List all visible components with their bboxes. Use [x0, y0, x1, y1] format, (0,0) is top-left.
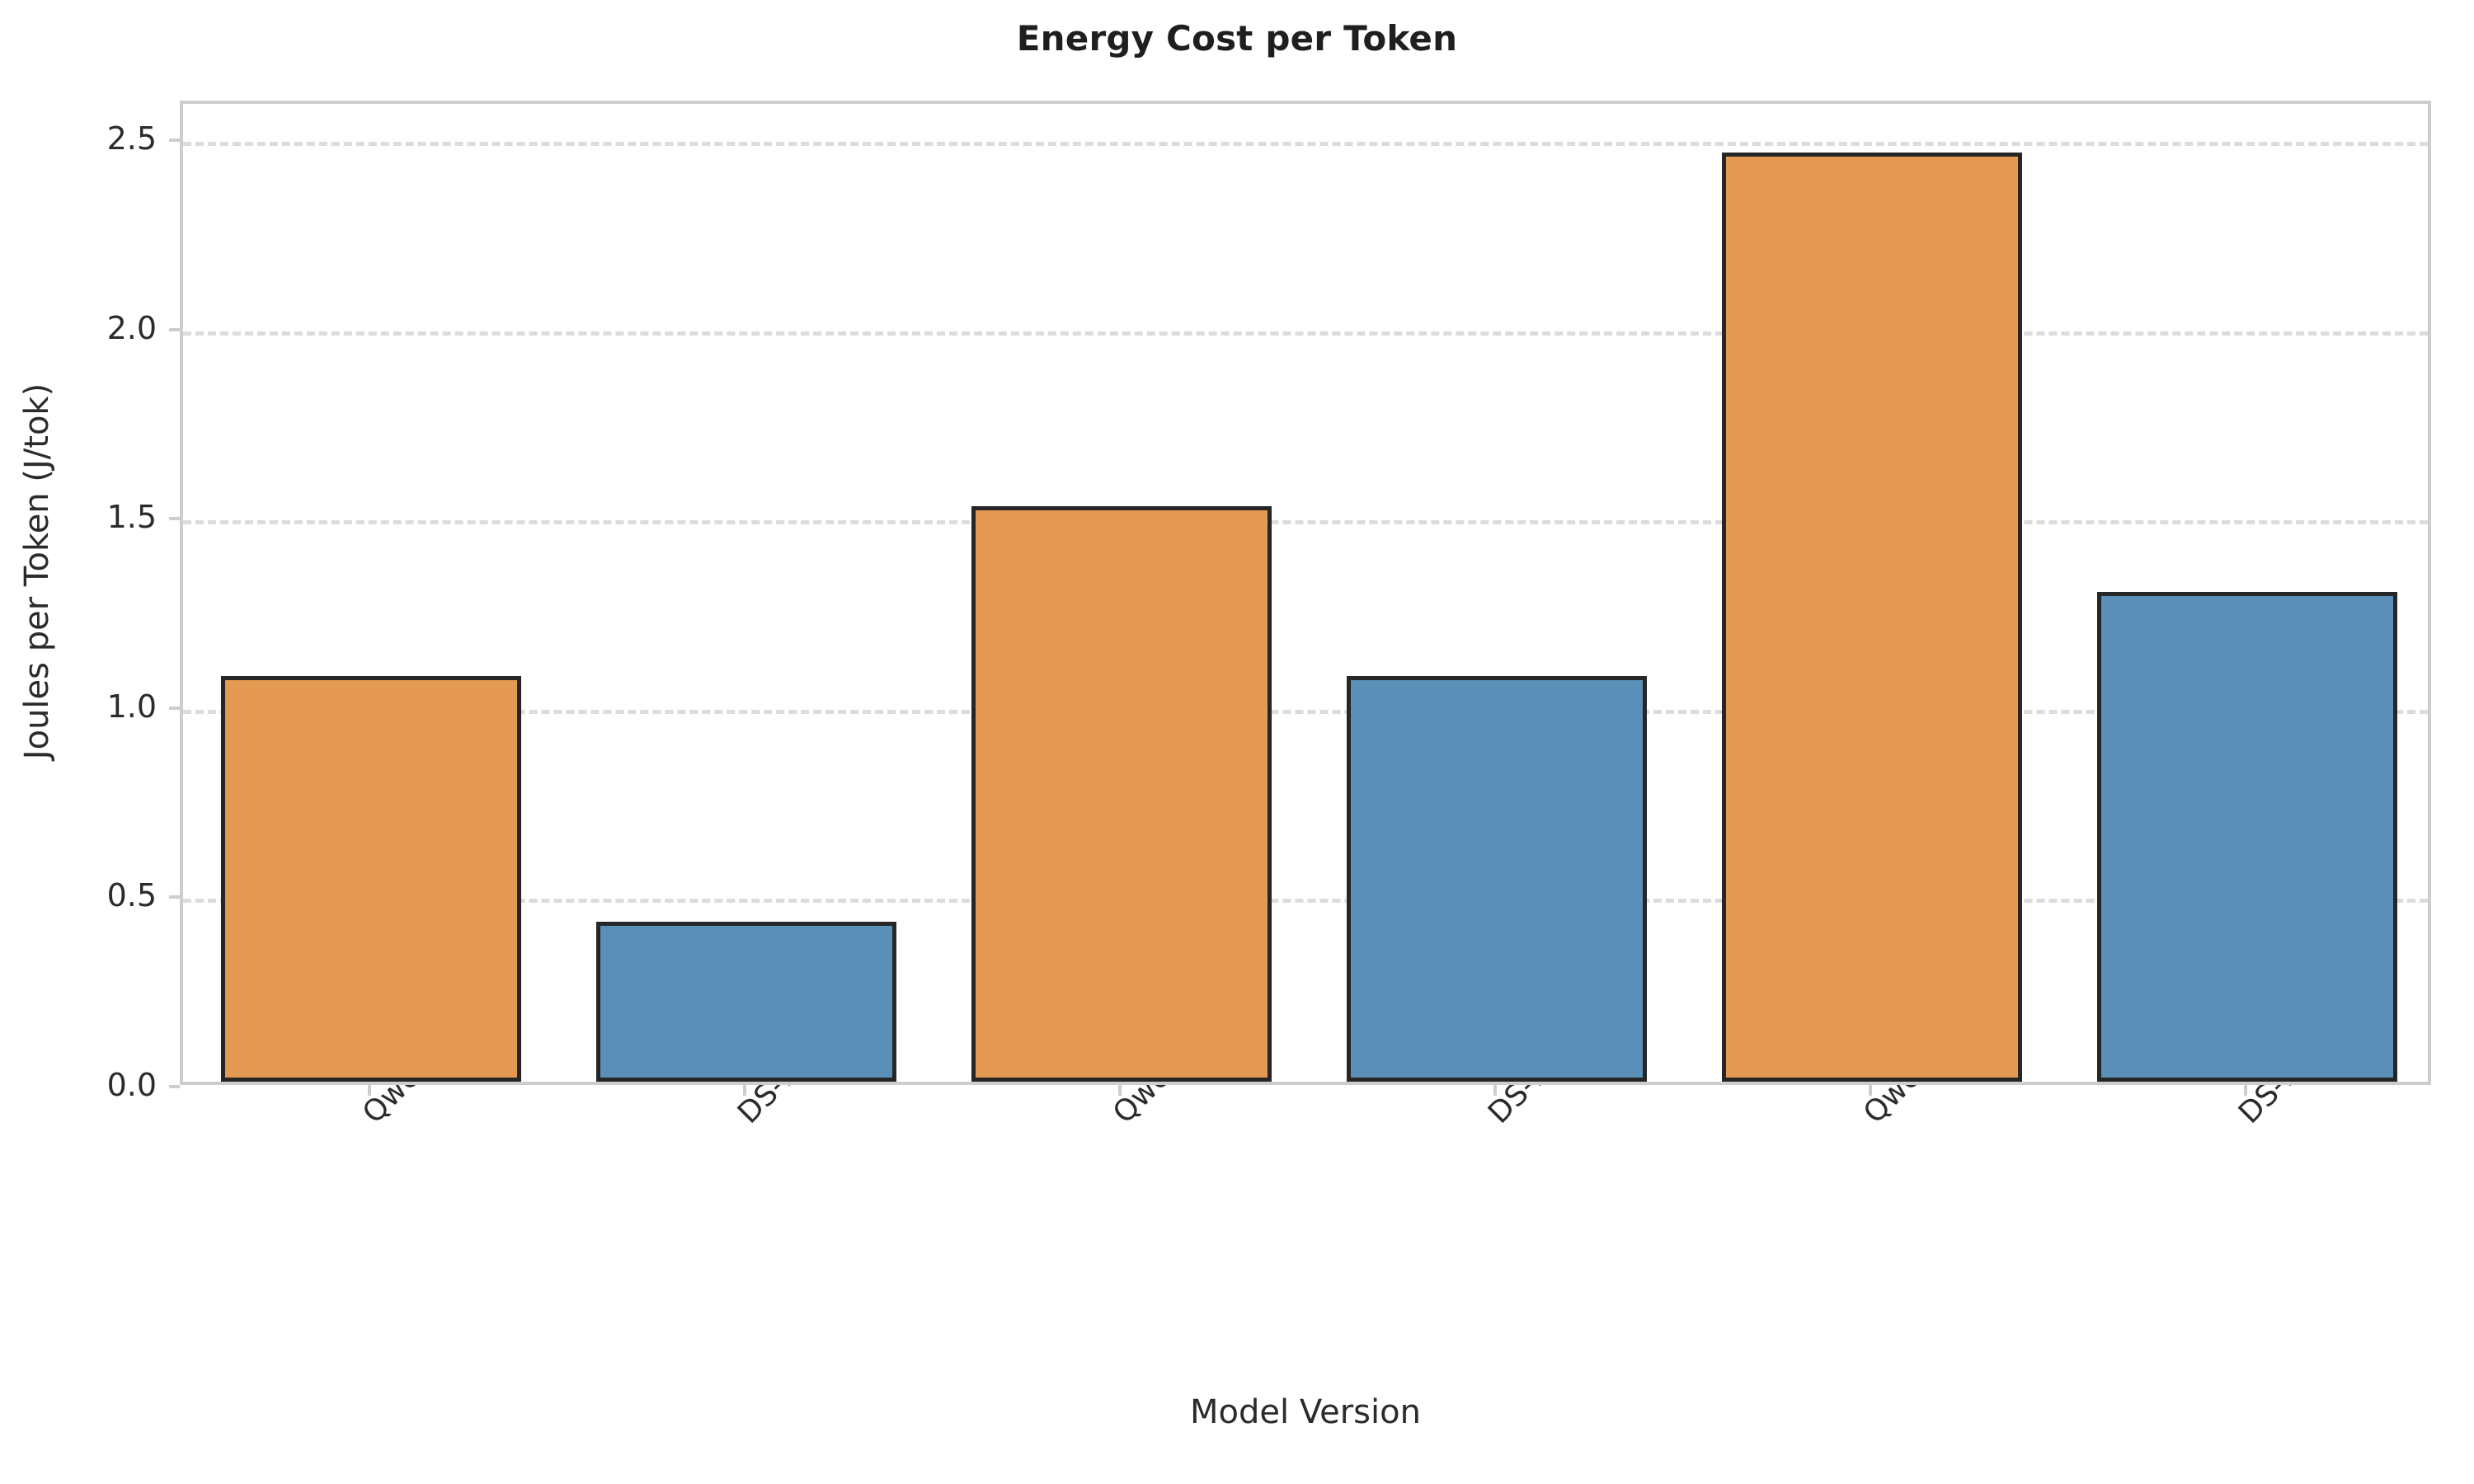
gridline [183, 709, 2428, 714]
y-axis-tick-mark [169, 1085, 180, 1088]
x-axis-tick-label: DS-Distilled-q8_0 [1482, 927, 1686, 1130]
x-axis-tick-label: DS-Distilled-q4_K_M [731, 897, 965, 1130]
y-axis-tick-label: 0.0 [106, 1067, 157, 1103]
y-axis-tick-mark [169, 138, 180, 142]
bar[interactable] [1721, 152, 2022, 1082]
bar[interactable] [595, 921, 896, 1082]
y-axis-tick-mark [169, 895, 180, 899]
chart-title: Energy Cost per Token [1016, 18, 1458, 59]
x-axis-tick-mark [742, 1085, 746, 1096]
x-axis-tick-label: Qwen-q8_0 [1107, 989, 1249, 1130]
y-axis-tick-label: 0.5 [106, 877, 157, 914]
y-axis-tick-label: 2.5 [106, 120, 157, 157]
bar[interactable] [1346, 676, 1647, 1082]
bar[interactable] [971, 505, 1272, 1082]
gridline [183, 141, 2428, 146]
x-axis-title: Model Version [1190, 1393, 1421, 1431]
bar[interactable] [220, 675, 521, 1082]
y-axis-tick-mark [169, 517, 180, 521]
gridline [183, 520, 2428, 525]
x-axis-tick-mark [2243, 1085, 2247, 1096]
x-axis-tick-mark [1493, 1085, 1497, 1096]
x-axis-tick-mark [1868, 1085, 1872, 1096]
y-axis-tick-mark [169, 706, 180, 710]
x-axis-tick-label: DS-Distilled-fp16 [2232, 929, 2434, 1130]
bar[interactable] [2096, 592, 2397, 1082]
x-axis-tick-label: Qwen-fp16 [1857, 992, 1996, 1130]
y-axis-tick-label: 1.5 [106, 499, 157, 536]
x-axis-tick-label: Qwen-q4_K_M [356, 960, 527, 1130]
y-axis-tick-label: 2.0 [106, 309, 157, 346]
y-axis-title: Joules per Token (J/tok) [18, 383, 56, 760]
x-axis-tick-mark [1117, 1085, 1122, 1096]
gridline [183, 331, 2428, 336]
plot-area [180, 101, 2431, 1085]
x-axis-tick-mark [367, 1085, 371, 1096]
y-axis-tick-label: 1.0 [106, 688, 157, 725]
gridline [183, 899, 2428, 904]
y-axis-tick-mark [169, 327, 180, 331]
